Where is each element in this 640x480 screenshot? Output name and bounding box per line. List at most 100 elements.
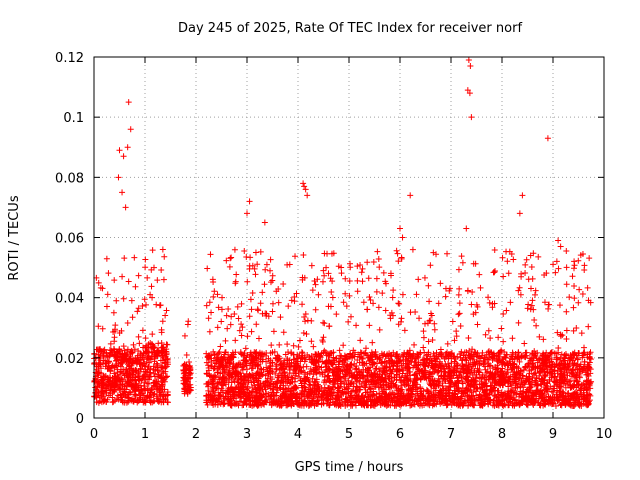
data-point — [489, 354, 496, 361]
data-point — [578, 330, 585, 337]
data-point — [338, 264, 345, 271]
data-point-peak — [399, 234, 406, 241]
data-point — [444, 250, 451, 257]
data-point — [577, 386, 584, 393]
data-point — [154, 277, 161, 284]
data-point — [421, 320, 428, 327]
data-point — [135, 305, 142, 312]
data-point — [236, 327, 243, 334]
data-point — [380, 269, 387, 276]
data-point — [570, 304, 577, 311]
data-point — [458, 373, 465, 380]
data-point — [110, 329, 117, 336]
data-point — [125, 394, 132, 401]
data-point — [303, 331, 310, 338]
data-point — [312, 281, 319, 288]
data-point — [146, 373, 153, 380]
data-point — [132, 367, 139, 374]
data-point — [254, 306, 261, 313]
data-point — [250, 378, 257, 385]
data-point — [362, 389, 369, 396]
data-point — [132, 374, 139, 381]
data-point — [184, 321, 191, 328]
data-point — [515, 287, 522, 294]
data-point — [143, 359, 150, 366]
x-tick-label: 4 — [294, 427, 302, 442]
data-point — [154, 347, 161, 354]
data-point — [99, 285, 106, 292]
data-point — [246, 313, 253, 320]
data-point — [520, 384, 527, 391]
data-point — [124, 374, 131, 381]
data-point — [151, 373, 158, 380]
data-point — [493, 366, 500, 373]
data-point — [360, 400, 367, 407]
data-point — [227, 255, 234, 262]
data-point — [222, 337, 229, 344]
data-point — [581, 267, 588, 274]
data-point — [95, 323, 102, 330]
data-point — [537, 380, 544, 387]
data-point — [136, 391, 143, 398]
data-point — [312, 306, 319, 313]
data-point — [268, 342, 275, 349]
data-point — [308, 338, 315, 345]
data-point — [554, 329, 561, 336]
data-point — [359, 278, 366, 285]
data-point — [280, 329, 287, 336]
data-point — [242, 345, 249, 352]
data-point — [111, 334, 118, 341]
x-tick-label: 3 — [243, 427, 251, 442]
data-point — [500, 311, 507, 318]
data-point-peak — [244, 210, 250, 217]
x-tick-label: 9 — [549, 427, 557, 442]
data-point — [125, 278, 132, 285]
data-point — [207, 251, 214, 258]
data-point — [575, 299, 582, 306]
data-point — [142, 256, 149, 263]
data-point — [346, 292, 353, 299]
data-point — [111, 379, 118, 386]
data-point — [456, 310, 463, 317]
data-point — [156, 386, 163, 393]
data-point — [571, 258, 578, 265]
data-point — [116, 386, 123, 393]
data-point — [99, 325, 106, 332]
data-point — [409, 246, 416, 253]
data-point-peak — [304, 192, 311, 199]
data-point — [486, 299, 493, 306]
data-point — [104, 374, 111, 381]
data-point — [114, 356, 121, 363]
data-point — [162, 312, 169, 319]
data-point — [152, 353, 159, 360]
data-point — [373, 288, 380, 295]
data-point — [491, 269, 498, 276]
data-point — [158, 267, 165, 274]
data-point — [323, 363, 330, 370]
data-point — [133, 367, 140, 374]
data-point — [263, 364, 270, 371]
data-point — [148, 283, 155, 290]
data-point — [104, 396, 111, 403]
data-point — [112, 380, 119, 387]
data-point — [570, 327, 577, 334]
data-point — [139, 303, 146, 310]
data-point — [299, 301, 306, 308]
data-point — [154, 367, 161, 374]
data-point — [120, 295, 127, 302]
data-point — [569, 273, 576, 280]
data-point-peak — [516, 210, 523, 217]
data-point-peak — [124, 144, 131, 151]
data-point — [321, 320, 328, 327]
data-point — [366, 293, 373, 300]
data-point — [218, 318, 225, 325]
data-point — [340, 299, 347, 306]
data-point — [161, 253, 168, 260]
data-point — [142, 368, 149, 375]
data-point — [269, 308, 276, 315]
data-point — [579, 291, 586, 298]
data-point — [426, 298, 433, 305]
data-point — [149, 247, 156, 254]
data-point — [150, 264, 157, 271]
data-point — [301, 314, 308, 321]
